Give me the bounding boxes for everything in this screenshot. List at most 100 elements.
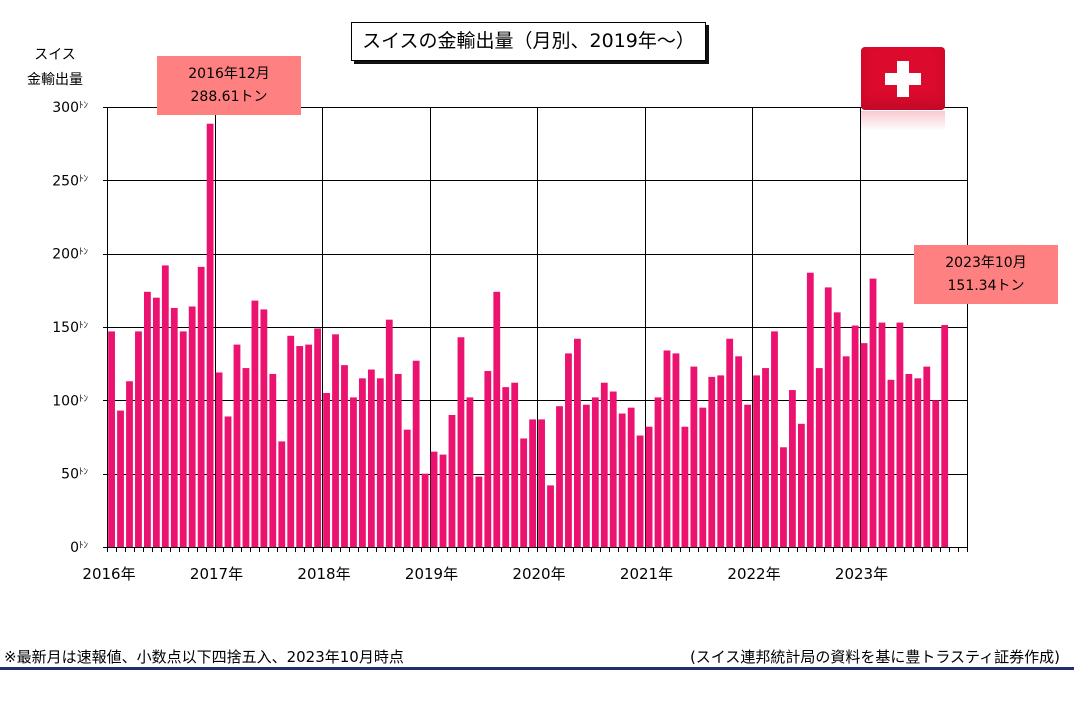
bar [681, 426, 689, 547]
bar [314, 328, 322, 547]
y-tick-value: 250 [52, 173, 79, 189]
bar [448, 415, 456, 547]
bar [421, 473, 429, 547]
x-tick-label: 2022年 [727, 565, 780, 583]
bar [520, 438, 528, 547]
bar [323, 393, 330, 547]
x-tick-label: 2018年 [297, 565, 350, 583]
y-tick-value: 50 [61, 467, 79, 483]
y-tick-value: 200 [52, 247, 79, 263]
bar [762, 368, 769, 547]
bar [932, 400, 940, 547]
y-tick-label: 50ﾄﾝ [61, 467, 88, 483]
annotation-date: 2023年10月 [945, 254, 1027, 271]
bar [887, 379, 895, 547]
bar [636, 435, 644, 547]
bar [439, 454, 447, 547]
bar [582, 404, 590, 547]
bar [242, 368, 250, 547]
bar [350, 397, 357, 547]
bar [842, 356, 850, 547]
bar [869, 278, 877, 547]
bar [699, 407, 707, 547]
bar [914, 378, 922, 547]
bar [833, 312, 841, 547]
bar [376, 378, 384, 547]
bar [771, 331, 778, 547]
annotation-peak: 2016年12月 288.61トン [157, 56, 301, 115]
bar [878, 322, 886, 547]
bar [511, 382, 519, 547]
bar [466, 397, 474, 547]
bar [600, 382, 608, 547]
annotation-date: 2016年12月 [188, 65, 270, 82]
bar [108, 331, 115, 547]
bar [824, 287, 832, 547]
bar [278, 441, 286, 547]
bar [941, 325, 949, 547]
bar [493, 291, 501, 547]
y-tick-unit: ﾄﾝ [79, 248, 89, 258]
bar [385, 319, 393, 547]
x-tick-label: 2020年 [512, 565, 565, 583]
bar [359, 378, 366, 547]
bar [484, 371, 492, 547]
bar [672, 353, 680, 547]
flag-cross-horizontal [885, 73, 921, 85]
bar [332, 334, 339, 547]
y-tick-label: 0ﾄﾝ [70, 540, 88, 556]
y-tick-label: 150ﾄﾝ [52, 320, 88, 336]
x-tick-label: 2019年 [405, 565, 458, 583]
bar [215, 372, 223, 547]
y-tick-label: 250ﾄﾝ [52, 173, 88, 189]
bar [753, 375, 760, 547]
bar [896, 322, 904, 547]
bar [797, 423, 805, 547]
bar [287, 335, 295, 547]
bar [735, 356, 743, 547]
bar [251, 300, 259, 547]
bar [394, 373, 402, 547]
axes [103, 107, 968, 552]
bar [717, 375, 725, 547]
footer-rule [0, 667, 1074, 670]
bar-series [108, 123, 949, 548]
bar [260, 309, 268, 547]
bar [117, 410, 124, 547]
y-axis-label-line: 金輸出量 [27, 72, 83, 88]
bar [538, 419, 545, 547]
bar [403, 429, 411, 547]
bar [502, 387, 510, 547]
bar [197, 266, 205, 547]
annotation-value: 288.61トン [190, 88, 268, 105]
footnote: ※最新月は速報値、小数点以下四捨五入、2023年10月時点 [4, 648, 404, 666]
chart-title: スイスの金輸出量（月別、2019年～） [351, 22, 706, 61]
y-tick-label: 200ﾄﾝ [52, 247, 88, 263]
bar [475, 476, 483, 547]
y-tick-unit: ﾄﾝ [79, 468, 89, 478]
bar [412, 360, 420, 547]
annotation-value: 151.34トン [947, 277, 1025, 294]
bar [663, 350, 671, 547]
x-tick-label: 2016年 [82, 565, 135, 583]
bar [708, 376, 716, 547]
y-axis-label-line: スイス [34, 47, 76, 63]
bar [457, 337, 465, 547]
bar [430, 451, 438, 547]
bar [224, 416, 232, 547]
bar [126, 381, 133, 547]
source-note: (スイス連邦統計局の資料を基に豊トラスティ証券作成) [689, 648, 1060, 666]
bar [744, 404, 752, 547]
bar [296, 346, 304, 547]
bar [591, 397, 599, 547]
bar [547, 485, 554, 547]
bar [780, 447, 787, 547]
bar [269, 373, 277, 547]
bar [806, 272, 814, 547]
x-tick-label: 2021年 [620, 565, 673, 583]
bar [815, 368, 823, 547]
bar [851, 325, 859, 547]
y-tick-value: 0 [70, 540, 79, 556]
bar [574, 338, 581, 547]
